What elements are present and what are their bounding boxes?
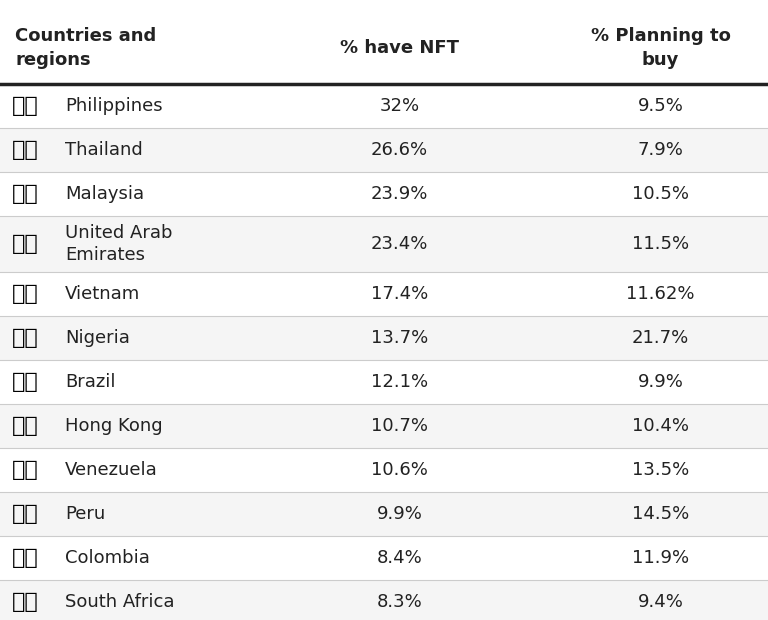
Text: 🇲🇾: 🇲🇾: [12, 184, 38, 204]
Text: 🇿🇦: 🇿🇦: [12, 591, 38, 612]
Text: Brazil: Brazil: [65, 373, 116, 391]
Text: Peru: Peru: [65, 505, 105, 523]
Text: Venezuela: Venezuela: [65, 461, 158, 479]
Text: % Planning to
buy: % Planning to buy: [591, 27, 730, 69]
Text: Colombia: Colombia: [65, 549, 151, 567]
Text: Vietnam: Vietnam: [65, 285, 141, 303]
Text: 11.62%: 11.62%: [626, 285, 695, 303]
FancyBboxPatch shape: [0, 316, 768, 360]
Text: 14.5%: 14.5%: [632, 505, 689, 523]
Text: 10.5%: 10.5%: [632, 185, 689, 203]
Text: 8.4%: 8.4%: [376, 549, 422, 567]
FancyBboxPatch shape: [0, 492, 768, 536]
Text: 🇳🇬: 🇳🇬: [12, 327, 38, 348]
Text: 9.4%: 9.4%: [637, 593, 684, 611]
Text: United Arab
Emirates: United Arab Emirates: [65, 224, 173, 264]
FancyBboxPatch shape: [0, 84, 768, 128]
Text: 🇻🇪: 🇻🇪: [12, 459, 38, 480]
FancyBboxPatch shape: [0, 448, 768, 492]
Text: 11.9%: 11.9%: [632, 549, 689, 567]
Text: 26.6%: 26.6%: [371, 141, 428, 159]
FancyBboxPatch shape: [0, 272, 768, 316]
FancyBboxPatch shape: [0, 536, 768, 580]
Text: Nigeria: Nigeria: [65, 329, 130, 347]
Text: 32%: 32%: [379, 97, 419, 115]
Text: 23.9%: 23.9%: [371, 185, 428, 203]
Text: 21.7%: 21.7%: [632, 329, 689, 347]
Text: Hong Kong: Hong Kong: [65, 417, 163, 435]
FancyBboxPatch shape: [0, 128, 768, 172]
Text: 10.6%: 10.6%: [371, 461, 428, 479]
FancyBboxPatch shape: [0, 172, 768, 216]
Text: 7.9%: 7.9%: [637, 141, 684, 159]
Text: 13.5%: 13.5%: [632, 461, 689, 479]
Text: 9.9%: 9.9%: [637, 373, 684, 391]
Text: 🇹🇭: 🇹🇭: [12, 140, 38, 160]
Text: 9.9%: 9.9%: [376, 505, 422, 523]
Text: 8.3%: 8.3%: [376, 593, 422, 611]
Text: 🇵🇪: 🇵🇪: [12, 503, 38, 524]
Text: Philippines: Philippines: [65, 97, 163, 115]
Text: Countries and
regions: Countries and regions: [15, 27, 157, 69]
Text: 🇻🇳: 🇻🇳: [12, 283, 38, 304]
Text: 9.5%: 9.5%: [637, 97, 684, 115]
Text: 11.5%: 11.5%: [632, 234, 689, 253]
Text: Thailand: Thailand: [65, 141, 143, 159]
Text: 10.7%: 10.7%: [371, 417, 428, 435]
FancyBboxPatch shape: [0, 580, 768, 620]
Text: 10.4%: 10.4%: [632, 417, 689, 435]
FancyBboxPatch shape: [0, 216, 768, 272]
Text: Malaysia: Malaysia: [65, 185, 144, 203]
Text: % have NFT: % have NFT: [340, 39, 458, 57]
FancyBboxPatch shape: [0, 12, 768, 84]
Text: 🇵🇭: 🇵🇭: [12, 95, 38, 116]
Text: South Africa: South Africa: [65, 593, 175, 611]
Text: 12.1%: 12.1%: [371, 373, 428, 391]
Text: 🇦🇪: 🇦🇪: [12, 234, 38, 254]
FancyBboxPatch shape: [0, 360, 768, 404]
Text: 13.7%: 13.7%: [371, 329, 428, 347]
Text: 23.4%: 23.4%: [371, 234, 428, 253]
Text: 🇨🇴: 🇨🇴: [12, 547, 38, 568]
Text: 17.4%: 17.4%: [371, 285, 428, 303]
Text: 🇧🇷: 🇧🇷: [12, 371, 38, 392]
Text: 🇭🇰: 🇭🇰: [12, 415, 38, 436]
FancyBboxPatch shape: [0, 404, 768, 448]
